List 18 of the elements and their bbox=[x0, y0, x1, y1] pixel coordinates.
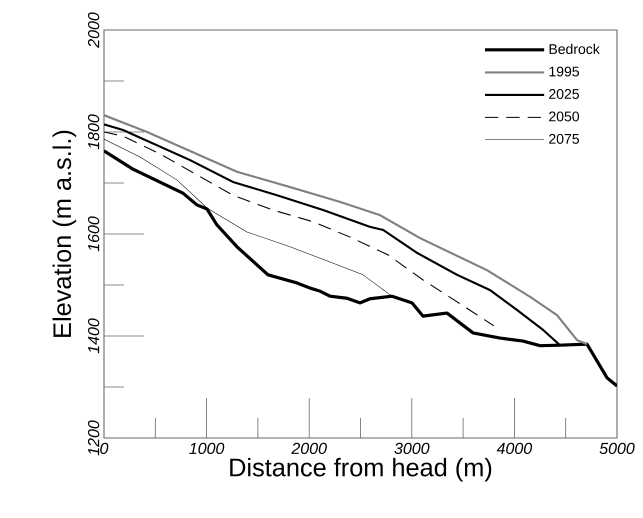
x-tick-label: 0 bbox=[100, 442, 108, 454]
x-tick-label: 1000 bbox=[189, 442, 224, 454]
y-tick-label: 2000 bbox=[88, 12, 100, 48]
y-tick-label: 1600 bbox=[88, 216, 100, 252]
y-tick-label: 1400 bbox=[88, 318, 100, 354]
legend-label: 2075 bbox=[549, 134, 579, 144]
y-tick-label: 1800 bbox=[88, 114, 100, 150]
legend-label: 2050 bbox=[549, 111, 580, 122]
x-tick-label: 3000 bbox=[394, 442, 430, 454]
y-tick-label: 1200 bbox=[88, 420, 100, 456]
x-tick-label: 2000 bbox=[291, 442, 327, 454]
y-axis-title: Elevation (m a.s.l.) bbox=[52, 130, 76, 337]
x-tick-label: 4000 bbox=[496, 442, 532, 454]
x-tick-label: 5000 bbox=[600, 442, 635, 454]
legend-label: 1995 bbox=[550, 66, 579, 76]
legend-label: 2025 bbox=[549, 89, 579, 99]
x-axis-title: Distance from head (m) bbox=[230, 458, 492, 482]
legend-label: Bedrock bbox=[550, 44, 600, 54]
